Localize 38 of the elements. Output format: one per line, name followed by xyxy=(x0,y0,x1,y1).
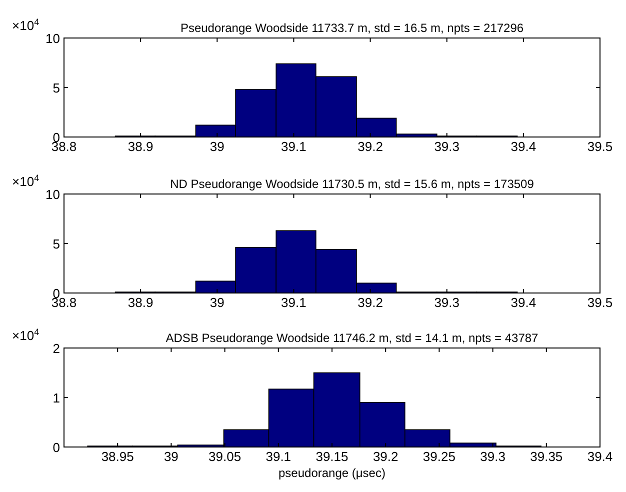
y-tick-label: 5 xyxy=(52,236,60,252)
x-tick-label: 39.15 xyxy=(316,449,348,464)
x-tick-label: 38.9 xyxy=(128,295,154,310)
y-tick-label: 10 xyxy=(46,31,60,46)
chart-title: ADSB Pseudorange Woodside 11746.2 m, std = 14.1 m, npts = 43787 xyxy=(166,331,539,345)
x-tick-label: 39.4 xyxy=(587,449,613,464)
x-tick-label: 38.9 xyxy=(128,139,154,154)
y-tick-label: 10 xyxy=(46,187,60,202)
x-tick-label: 39.3 xyxy=(434,139,460,154)
x-tick-label: 39 xyxy=(210,139,224,154)
text: ×10$^{4}$ xyxy=(12,173,40,189)
chart-title: Pseudorange Woodside 11733.7 m, std = 16.5 m, npts = 217296 xyxy=(180,21,524,35)
text: ×10$^{4}$ xyxy=(12,17,40,33)
x-tick-label: 39.1 xyxy=(281,139,306,154)
x-tick-label: 39.4 xyxy=(510,295,536,310)
text: ×10$^{4}$ xyxy=(12,327,40,343)
x-tick-label: 39.1 xyxy=(281,295,306,310)
y-tick-label: 1 xyxy=(52,390,60,406)
y-tick-label: 2 xyxy=(52,341,60,356)
x-tick-label: 39.25 xyxy=(422,449,456,464)
x-tick-label: 39.4 xyxy=(510,139,536,154)
x-tick-label: 39.35 xyxy=(530,449,563,464)
x-tick-label: 39 xyxy=(210,295,224,310)
y-tick-label: 0 xyxy=(52,440,60,455)
x-tick-label: 39.3 xyxy=(480,449,506,464)
x-tick-label: 39.3 xyxy=(434,295,460,310)
x-tick-label: 39 xyxy=(164,449,178,464)
y-tick-label: 5 xyxy=(52,80,60,96)
x-tick-label: 39.2 xyxy=(358,295,383,310)
x-tick-label: 39.1 xyxy=(266,449,292,464)
x-tick-label: 39.2 xyxy=(358,139,383,154)
x-tick-label: 39.05 xyxy=(208,449,242,464)
chart-title: ND Pseudorange Woodside 11730.5 m, std = 15.6 m, npts = 173509 xyxy=(170,177,534,191)
x-tick-label: 38.95 xyxy=(101,449,134,464)
x-tick-label: 39.5 xyxy=(587,139,613,154)
x-tick-label: 39.2 xyxy=(372,449,398,464)
x-axis-title: pseudorange (μsec) xyxy=(278,466,386,480)
x-tick-label: 39.5 xyxy=(587,295,613,310)
